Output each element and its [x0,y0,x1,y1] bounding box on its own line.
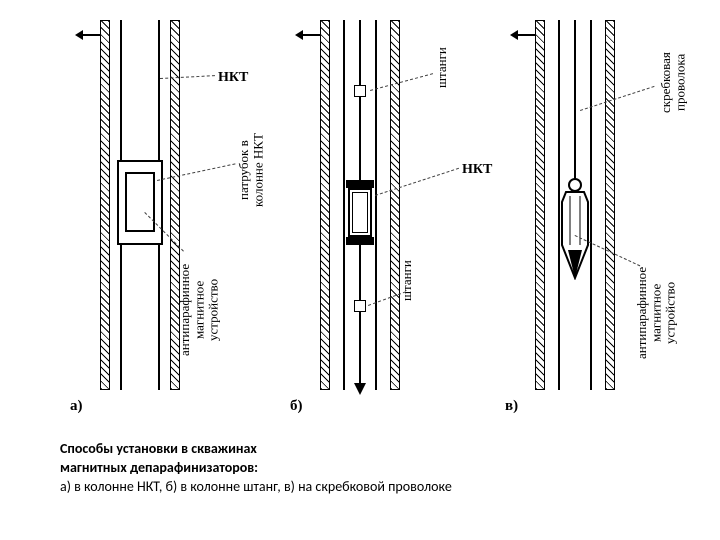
casing-wall [605,20,615,390]
sublabel-b: б) [290,398,303,415]
outer-casing [320,20,400,390]
casing-wall [390,20,400,390]
antipar-label: антипарафинноемагнитноеустройство [178,245,221,375]
outer-casing [100,20,180,390]
magnetic-device [125,172,155,232]
nkt-label: НКТ [462,162,492,178]
rod-coupling [354,300,366,312]
nkt-label: НКТ [218,70,248,86]
diagram: а) НКТ патрубок вколонне НКТ антипарафин… [0,0,700,420]
skrebkov-label: скребковаяпроволока [659,30,688,135]
wireline [574,20,576,180]
well-column-b: б) [290,20,430,390]
figure-caption: Способы установки в скважинах магнитных … [60,440,452,497]
patrubok-label: патрубок вколонне НКТ [237,115,266,225]
well-column-c: в) [505,20,645,390]
antipar-label: антипарафинноемагнитноеустройство [635,245,678,380]
casing-wall [535,20,545,390]
caption-line1: Способы установки в скважинах [60,440,452,459]
casing-wall [100,20,110,390]
shtangi-label: штанги [400,250,414,312]
patrubok [117,160,163,245]
sublabel-a: а) [70,398,83,415]
magnetic-device [346,180,374,245]
rod-coupling [354,85,366,97]
sublabel-c: в) [505,398,518,415]
down-arrow-icon [354,382,366,400]
shtangi-label: штанги [435,35,449,100]
casing-wall [320,20,330,390]
caption-line3: а) в колонне НКТ, б) в колонне штанг, в)… [60,478,452,497]
caption-line2: магнитных депарафинизаторов: [60,459,452,478]
outer-casing [535,20,615,390]
